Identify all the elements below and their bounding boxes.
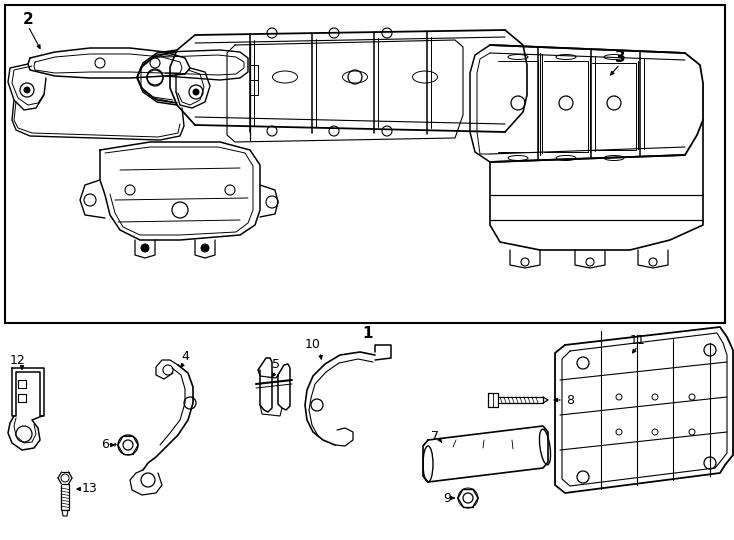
Text: 6: 6 xyxy=(101,438,109,451)
Text: 8: 8 xyxy=(566,394,574,407)
Text: 2: 2 xyxy=(23,12,33,28)
Text: 3: 3 xyxy=(614,51,625,65)
Text: →: → xyxy=(109,440,117,450)
Text: 12: 12 xyxy=(10,354,26,367)
Text: 4: 4 xyxy=(181,350,189,363)
Text: 9: 9 xyxy=(443,491,451,504)
Text: 7: 7 xyxy=(431,430,439,443)
Bar xyxy=(5,5,725,323)
Text: 13: 13 xyxy=(82,483,98,496)
Circle shape xyxy=(193,89,199,95)
Text: 11: 11 xyxy=(630,334,646,347)
Circle shape xyxy=(24,87,30,93)
Circle shape xyxy=(141,244,149,252)
Circle shape xyxy=(201,244,209,252)
Text: 5: 5 xyxy=(272,359,280,372)
Text: 10: 10 xyxy=(305,339,321,352)
Text: 1: 1 xyxy=(363,326,374,341)
